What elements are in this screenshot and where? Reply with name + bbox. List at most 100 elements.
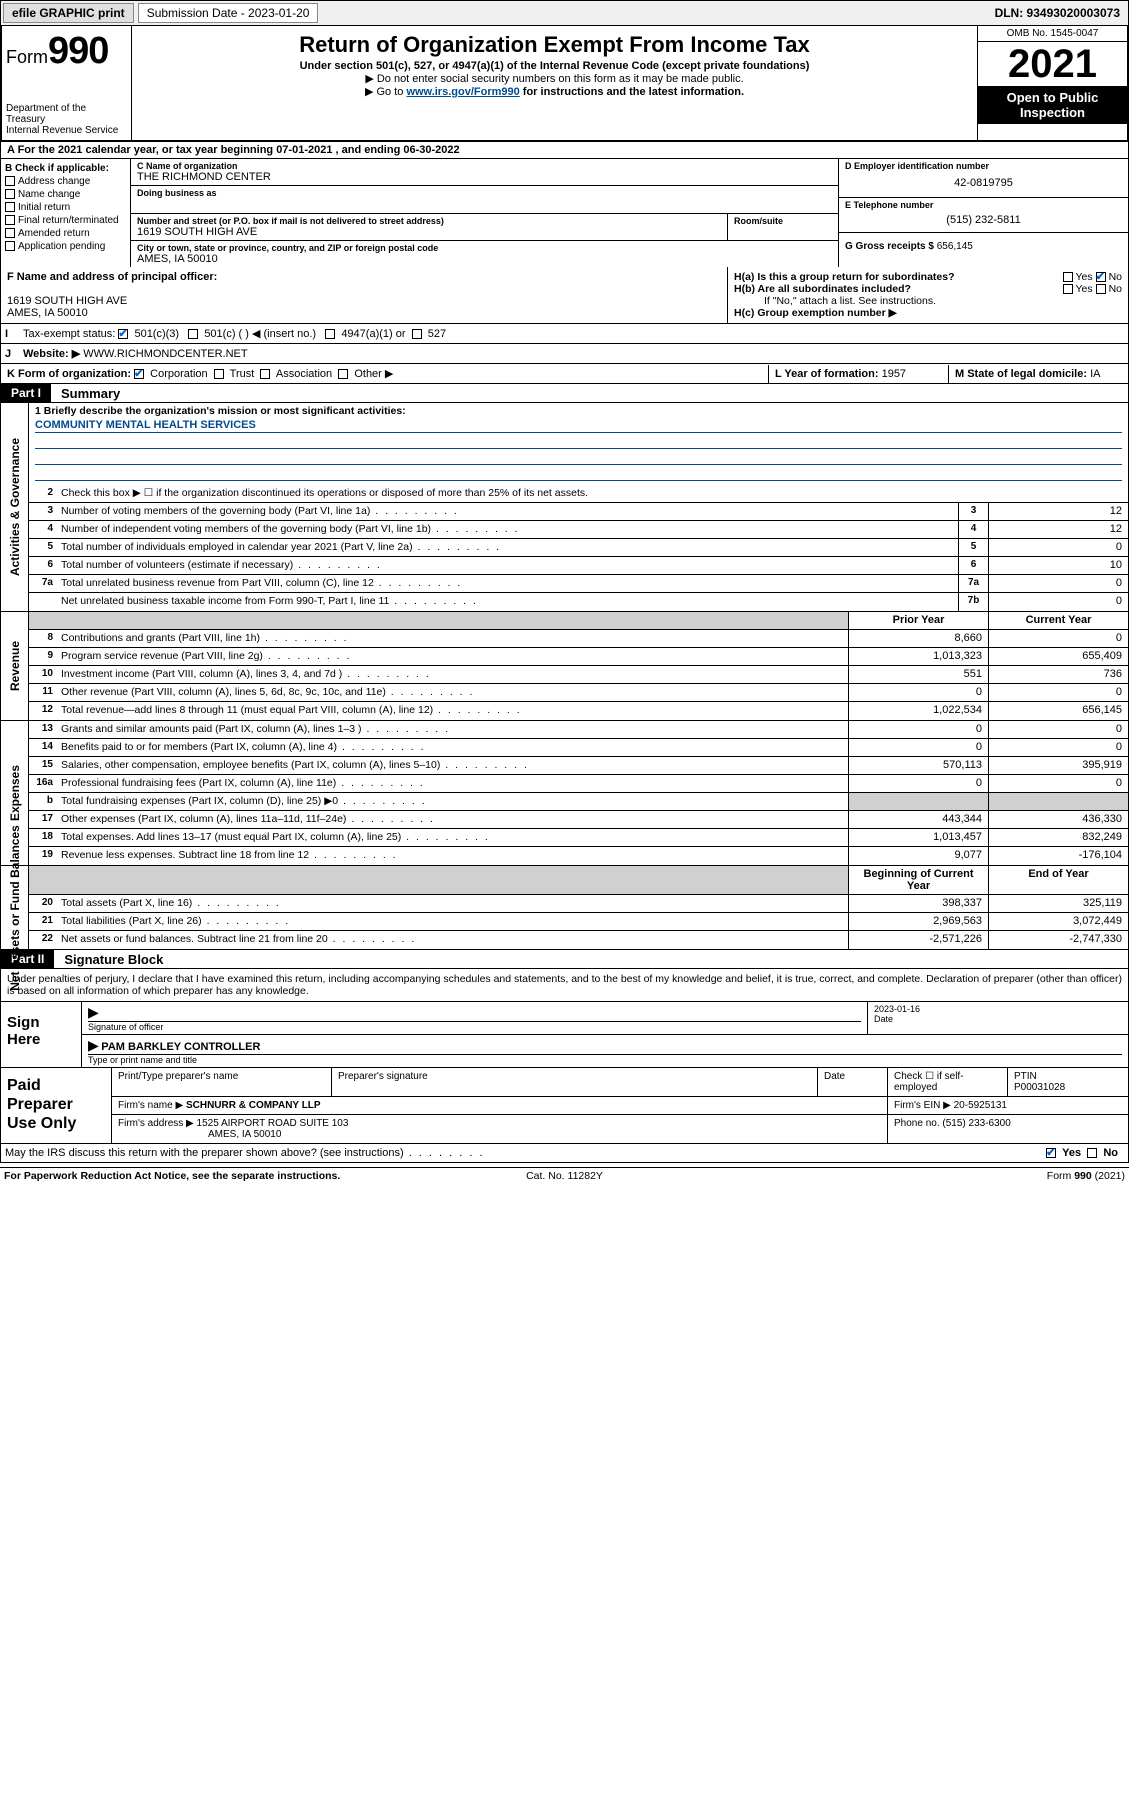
officer-addr2: AMES, IA 50010 xyxy=(7,307,721,319)
identity-block: B Check if applicable: Address change Na… xyxy=(0,159,1129,267)
gov-row: 6Total number of volunteers (estimate if… xyxy=(29,557,1128,575)
efile-button[interactable]: efile GRAPHIC print xyxy=(3,3,134,23)
omb-number: OMB No. 1545-0047 xyxy=(978,26,1127,42)
fin-row: 9Program service revenue (Part VIII, lin… xyxy=(29,648,1128,666)
part1-header: Part I Summary xyxy=(0,384,1129,403)
ptin-value: P00031028 xyxy=(1014,1082,1065,1093)
fin-row: 12Total revenue—add lines 8 through 11 (… xyxy=(29,702,1128,720)
subtitle-3: ▶ Go to www.irs.gov/Form990 for instruct… xyxy=(138,85,971,98)
prior-year-hdr: Prior Year xyxy=(848,612,988,629)
gross-receipts: 656,145 xyxy=(937,241,973,252)
state-domicile: IA xyxy=(1090,368,1100,380)
fin-row: 18Total expenses. Add lines 13–17 (must … xyxy=(29,829,1128,847)
room-label: Room/suite xyxy=(734,216,832,226)
gov-row: 3Number of voting members of the governi… xyxy=(29,503,1128,521)
row-j: J Website: ▶ WWW.RICHMONDCENTER.NET xyxy=(0,344,1129,364)
fin-row: 19Revenue less expenses. Subtract line 1… xyxy=(29,847,1128,865)
dept-label: Department of the Treasury xyxy=(6,103,127,125)
fin-row: 21Total liabilities (Part X, line 26)2,9… xyxy=(29,913,1128,931)
gov-row: Net unrelated business taxable income fr… xyxy=(29,593,1128,611)
fin-row: 22Net assets or fund balances. Subtract … xyxy=(29,931,1128,949)
form-number: Form990 xyxy=(6,30,127,73)
e-phone-label: E Telephone number xyxy=(845,200,1122,210)
chk-final-return[interactable]: Final return/terminated xyxy=(5,215,126,226)
ein-value: 42-0819795 xyxy=(845,171,1122,195)
may-yes-check[interactable] xyxy=(1046,1148,1056,1158)
chk-address-change[interactable]: Address change xyxy=(5,176,126,187)
chk-amended-return[interactable]: Amended return xyxy=(5,228,126,239)
netassets-section: Net Assets or Fund Balances Beginning of… xyxy=(0,866,1129,950)
part2-header: Part II Signature Block xyxy=(0,950,1129,969)
website-value: WWW.RICHMONDCENTER.NET xyxy=(83,348,247,360)
k-corp-check[interactable] xyxy=(134,369,144,379)
form-header: Form990 Department of the Treasury Inter… xyxy=(0,26,1129,142)
tax-year: 2021 xyxy=(978,42,1127,86)
addr-label: Number and street (or P.O. box if mail i… xyxy=(137,216,721,226)
row-i: I Tax-exempt status: 501(c)(3) 501(c) ( … xyxy=(0,324,1129,344)
city-label: City or town, state or province, country… xyxy=(137,243,832,253)
fin-row: 11Other revenue (Part VIII, column (A), … xyxy=(29,684,1128,702)
firm-name: SCHNURR & COMPANY LLP xyxy=(186,1100,321,1111)
officer-addr1: 1619 SOUTH HIGH AVE xyxy=(7,295,721,307)
firm-phone: (515) 233-6300 xyxy=(942,1118,1010,1129)
gov-row: 4Number of independent voting members of… xyxy=(29,521,1128,539)
beg-year-hdr: Beginning of Current Year xyxy=(848,866,988,894)
fin-row: 13Grants and similar amounts paid (Part … xyxy=(29,721,1128,739)
dba-label: Doing business as xyxy=(137,188,832,198)
declaration-text: Under penalties of perjury, I declare th… xyxy=(0,969,1129,1002)
b-heading: B Check if applicable: xyxy=(5,163,126,174)
officer-group-block: F Name and address of principal officer:… xyxy=(0,267,1129,324)
h-note: If "No," attach a list. See instructions… xyxy=(734,295,1122,307)
end-year-hdr: End of Year xyxy=(988,866,1128,894)
year-formation: 1957 xyxy=(882,368,906,380)
sig-officer-label: Signature of officer xyxy=(88,1022,861,1032)
governance-section: Activities & Governance 1 Briefly descri… xyxy=(0,403,1129,612)
self-employed-check[interactable]: Check ☐ if self-employed xyxy=(888,1068,1008,1096)
gov-row: 5Total number of individuals employed in… xyxy=(29,539,1128,557)
i-501c3-check[interactable] xyxy=(118,329,128,339)
submission-date: Submission Date - 2023-01-20 xyxy=(138,3,319,23)
sign-here-block: Sign Here ▶ Signature of officer 2023-01… xyxy=(0,1002,1129,1068)
fin-row: 17Other expenses (Part IX, column (A), l… xyxy=(29,811,1128,829)
firm-ein: 20-5925131 xyxy=(954,1100,1007,1111)
irs-label: Internal Revenue Service xyxy=(6,125,127,136)
row-k: K Form of organization: Corporation Trus… xyxy=(0,364,1129,384)
expenses-section: Expenses 13Grants and similar amounts pa… xyxy=(0,721,1129,866)
c-name-label: C Name of organization xyxy=(137,161,832,171)
chk-name-change[interactable]: Name change xyxy=(5,189,126,200)
firm-addr2: AMES, IA 50010 xyxy=(118,1129,281,1140)
mission-text: COMMUNITY MENTAL HEALTH SERVICES xyxy=(35,419,1122,433)
ha-no-check[interactable] xyxy=(1096,272,1106,282)
form-990-footer: Form 990 (2021) xyxy=(751,1170,1125,1182)
f-label: F Name and address of principal officer: xyxy=(7,271,721,283)
top-bar: efile GRAPHIC print Submission Date - 20… xyxy=(0,0,1129,26)
subtitle-2: ▶ Do not enter social security numbers o… xyxy=(138,72,971,85)
form990-link[interactable]: www.irs.gov/Form990 xyxy=(406,86,519,98)
chk-application-pending[interactable]: Application pending xyxy=(5,241,126,252)
fin-row: 20Total assets (Part X, line 16)398,3373… xyxy=(29,895,1128,913)
city-state-zip: AMES, IA 50010 xyxy=(137,253,832,265)
open-inspection: Open to Public Inspection xyxy=(978,86,1127,124)
rev-vlabel: Revenue xyxy=(8,641,22,691)
org-name: THE RICHMOND CENTER xyxy=(137,171,832,183)
street-address: 1619 SOUTH HIGH AVE xyxy=(137,226,721,238)
net-vlabel: Net Assets or Fund Balances xyxy=(8,825,22,991)
phone-value: (515) 232-5811 xyxy=(845,210,1122,230)
fin-row: 14Benefits paid to or for members (Part … xyxy=(29,739,1128,757)
gov-vlabel: Activities & Governance xyxy=(8,438,22,576)
page-footer: For Paperwork Reduction Act Notice, see … xyxy=(0,1167,1129,1184)
fin-row: 15Salaries, other compensation, employee… xyxy=(29,757,1128,775)
chk-initial-return[interactable]: Initial return xyxy=(5,202,126,213)
row-a-tax-year: A For the 2021 calendar year, or tax yea… xyxy=(0,142,1129,159)
fin-row: 8Contributions and grants (Part VIII, li… xyxy=(29,630,1128,648)
h-b: H(b) Are all subordinates included? Yes … xyxy=(734,283,1122,295)
form-title: Return of Organization Exempt From Incom… xyxy=(138,32,971,58)
dln: DLN: 93493020003073 xyxy=(995,6,1128,20)
fin-row: bTotal fundraising expenses (Part IX, co… xyxy=(29,793,1128,811)
current-year-hdr: Current Year xyxy=(988,612,1128,629)
sig-date: 2023-01-16 xyxy=(874,1004,1122,1014)
revenue-section: Revenue Prior Year Current Year 8Contrib… xyxy=(0,612,1129,721)
may-discuss-row: May the IRS discuss this return with the… xyxy=(0,1144,1129,1163)
fin-row: 16aProfessional fundraising fees (Part I… xyxy=(29,775,1128,793)
exp-vlabel: Expenses xyxy=(8,765,22,821)
